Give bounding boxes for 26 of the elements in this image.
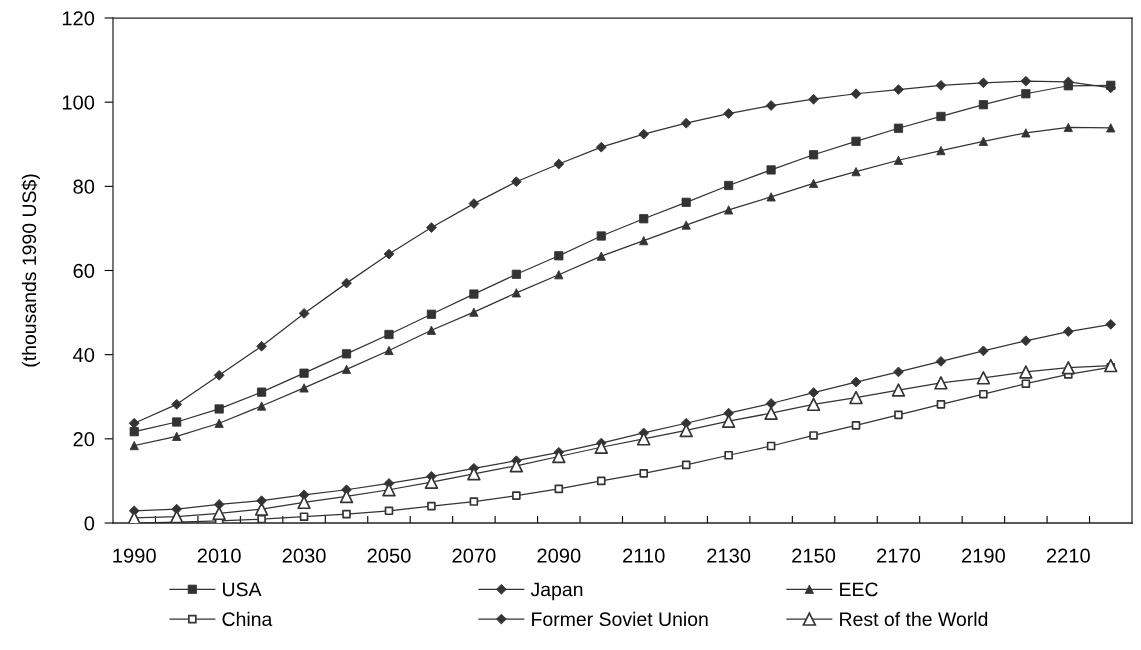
legend-label: USA [223,582,262,597]
x-tick-label: 1990 [113,548,156,563]
x-tick-label: 2090 [537,548,581,563]
x-tick-label: 2150 [792,548,836,563]
y-tick-label: 40 [73,347,95,363]
legend-label: China [222,611,273,627]
x-tick-label: 2010 [197,548,241,563]
x-tick-label: 2070 [452,548,496,563]
x-tick-label: 2210 [1046,548,1090,563]
y-tick-label: 80 [73,179,95,194]
legend-label: Japan [530,582,583,601]
x-tick-label: 2130 [707,548,751,563]
x-tick-label: 2170 [877,548,921,563]
legend-label: EEC [840,582,878,597]
legend-label: Former Soviet Union [532,611,708,627]
x-tick-label: 2190 [962,548,1006,563]
x-tick-label: 2050 [367,548,411,563]
y-tick-label: 20 [73,432,95,447]
x-tick-label: 2030 [282,548,326,563]
y-axis-title: (thousands 1990 US$) [21,174,40,367]
y-tick-label: 120 [62,11,95,26]
y-tick-label: 60 [73,263,95,278]
y-tick-label: 100 [62,95,95,110]
x-tick-label: 2110 [623,548,665,563]
y-tick-label: 0 [84,516,95,531]
legend-label: Rest of the World [840,611,988,627]
